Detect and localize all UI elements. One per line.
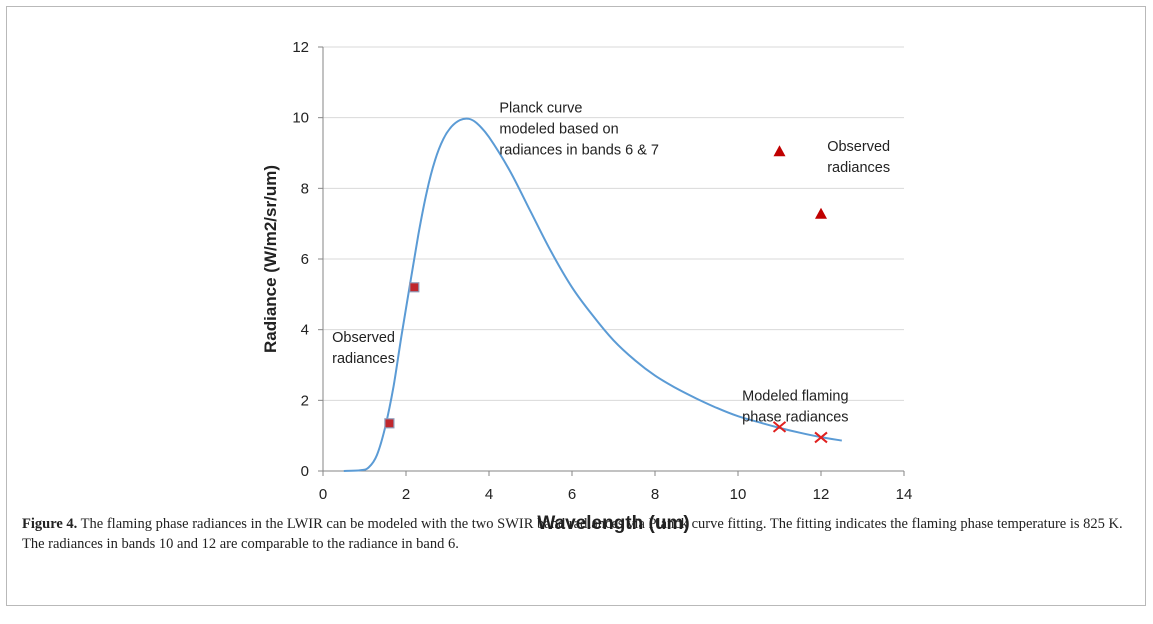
chart-annotation-line: Observed: [332, 330, 395, 346]
x-tick-label: 14: [896, 486, 913, 503]
y-tick-label: 10: [292, 110, 309, 127]
observed-lwir-triangle-marker: [773, 145, 786, 157]
y-tick-label: 6: [301, 251, 309, 268]
y-axis-title: Radiance (W/m2/sr/um): [261, 165, 280, 353]
x-tick-label: 2: [402, 486, 410, 503]
chart-annotation-line: Modeled flaming: [742, 388, 848, 404]
x-tick-label: 4: [485, 486, 493, 503]
modeled-flaming-cross-marker: [772, 421, 787, 433]
y-tick-label: 8: [301, 180, 309, 197]
figure-caption: Figure 4. The flaming phase radiances in…: [22, 514, 1132, 554]
observed-swir-square-marker: [384, 418, 395, 429]
chart-annotation-line: Planck curve: [499, 100, 582, 116]
y-tick-label: 2: [301, 392, 309, 409]
x-tick-label: 8: [651, 486, 659, 503]
x-tick-label: 12: [813, 486, 830, 503]
caption-label: Figure 4.: [22, 516, 78, 532]
chart-annotation-line: radiances: [332, 351, 395, 367]
planck-curve-line: [343, 117, 842, 472]
modeled-flaming-cross-marker: [814, 431, 828, 444]
y-tick-label: 0: [301, 463, 309, 480]
x-tick-label: 10: [730, 486, 747, 503]
observed-swir-square-marker: [409, 282, 420, 293]
chart-annotation-line: radiances in bands 6 & 7: [499, 142, 659, 158]
chart-annotation-line: Observed: [827, 139, 890, 155]
chart-annotation-line: phase radiances: [742, 409, 848, 425]
observed-lwir-triangle-marker: [815, 207, 827, 219]
x-tick-label: 6: [568, 486, 576, 503]
chart-annotation-line: radiances: [827, 160, 890, 176]
x-axis-title: Wavelength (um): [537, 513, 689, 534]
y-tick-label: 12: [292, 39, 309, 56]
y-tick-label: 4: [301, 322, 309, 339]
x-tick-label: 0: [319, 486, 327, 503]
caption-text: The flaming phase radiances in the LWIR …: [22, 516, 1123, 552]
figure-frame: [6, 6, 1146, 606]
chart-annotation-line: modeled based on: [499, 121, 618, 137]
